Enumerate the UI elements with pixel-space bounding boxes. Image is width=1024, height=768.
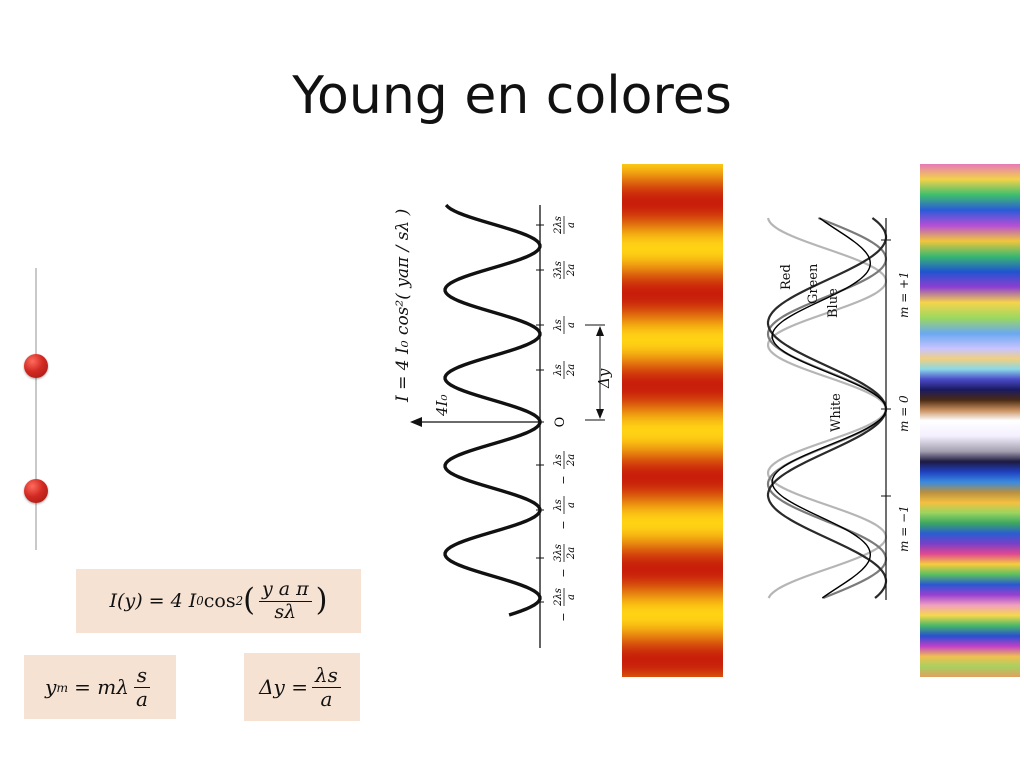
svg-text:a: a — [566, 222, 577, 228]
svg-text:a: a — [566, 594, 577, 600]
slide-decor-dot-upper — [24, 354, 48, 378]
ym-eq: = mλ — [74, 675, 129, 699]
svg-text:a: a — [566, 322, 577, 328]
slide-decor-line — [35, 268, 37, 550]
paren-right: ) — [315, 582, 328, 618]
dy-lhs: Δy = — [259, 675, 308, 699]
label-green: Green — [806, 263, 821, 304]
tick-label: − 3λs 2a — [553, 544, 577, 578]
slide-decor-dot-lower — [24, 479, 48, 503]
label-white: White — [829, 393, 844, 432]
color-curves-figure: Red Green Blue White m = +1 m = 0 m = −1 — [766, 216, 911, 600]
svg-text:2a: 2a — [566, 264, 577, 277]
svg-text:−: − — [557, 568, 570, 577]
spacing-arrow-down — [596, 409, 604, 419]
tick-label: − λs 2a — [553, 451, 577, 485]
intensity-cos: cos — [203, 590, 236, 612]
dy-numerator: λs — [311, 663, 341, 688]
svg-text:2λs: 2λs — [553, 216, 564, 235]
svg-text:O: O — [553, 417, 568, 428]
slide-title: Young en colores — [292, 66, 732, 126]
svg-text:a: a — [566, 502, 577, 508]
tick-label: λs 2a — [553, 361, 577, 379]
ym-lhs: y — [45, 675, 57, 699]
svg-text:λs: λs — [553, 499, 564, 511]
tick-label: − λs a — [553, 496, 577, 530]
axis-arrow — [410, 417, 422, 427]
tick-label: O — [553, 417, 568, 428]
intensity-fraction: y a π sλ — [258, 578, 312, 624]
intensity-numerator: y a π — [258, 578, 312, 602]
svg-text:2a: 2a — [566, 454, 577, 467]
svg-text:2λs: 2λs — [553, 588, 564, 607]
peak-label: 4I₀ — [433, 395, 451, 417]
ym-numerator: s — [133, 663, 151, 688]
spacing-label: Δy — [595, 368, 613, 389]
dy-fraction: λs a — [311, 663, 341, 711]
order-minus1: m = −1 — [897, 505, 911, 552]
intensity-sup: 2 — [235, 594, 244, 608]
svg-text:−: − — [557, 475, 570, 484]
tick-label: − 2λs a — [553, 588, 577, 622]
svg-text:2a: 2a — [566, 547, 577, 560]
label-red: Red — [779, 264, 794, 290]
svg-text:λs: λs — [553, 454, 564, 466]
tick-label: 3λs 2a — [553, 261, 577, 279]
white-light-fringe-strip — [920, 164, 1020, 677]
svg-text:3λs: 3λs — [553, 544, 564, 562]
intensity-sub: 0 — [196, 594, 204, 608]
label-blue: Blue — [826, 288, 841, 318]
svg-text:2a: 2a — [566, 364, 577, 377]
paren-left: ( — [243, 582, 255, 618]
ym-denominator: a — [135, 686, 148, 711]
tick-label: 2λs a — [553, 216, 577, 235]
tick-label: λs a — [553, 316, 577, 334]
monochrome-fringe-strip — [622, 164, 723, 677]
formula-rotated-label: I = 4 I₀ cos²( yaπ / sλ ) — [393, 209, 413, 403]
intensity-denominator: sλ — [274, 600, 297, 623]
spacing-arrow-up — [596, 326, 604, 336]
svg-text:3λs: 3λs — [553, 261, 564, 279]
fringe-spacing-formula: Δy = λs a — [244, 653, 360, 721]
svg-text:λs: λs — [553, 319, 564, 331]
intensity-lhs: I(y) = 4 I — [109, 590, 197, 612]
svg-text:−: − — [557, 612, 570, 621]
dy-denominator: a — [320, 686, 333, 711]
intensity-curve — [443, 203, 542, 617]
order-zero: m = 0 — [897, 395, 911, 432]
svg-text:λs: λs — [553, 364, 564, 376]
ym-fraction: s a — [133, 663, 151, 711]
order-plus1: m = +1 — [897, 271, 911, 318]
svg-text:−: − — [557, 520, 570, 529]
ym-sub: m — [56, 679, 69, 695]
